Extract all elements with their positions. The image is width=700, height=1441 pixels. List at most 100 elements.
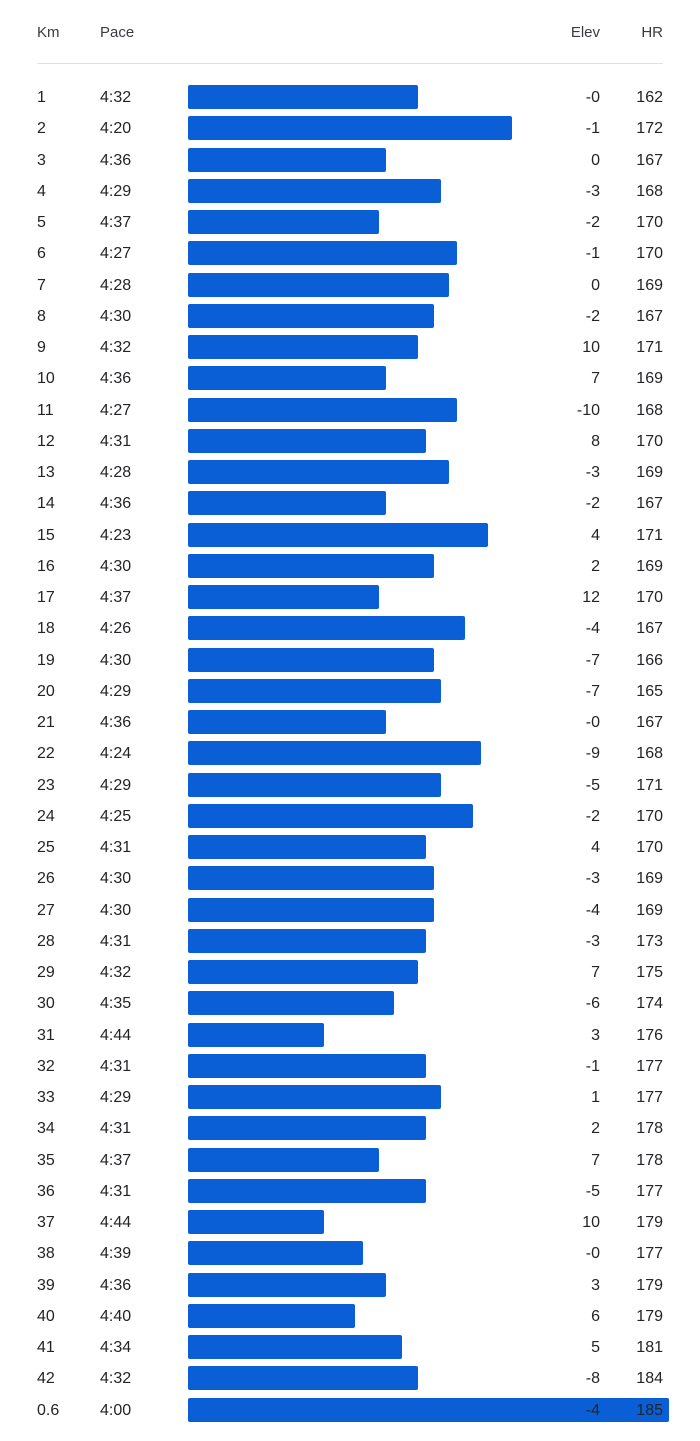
pace-bar-track xyxy=(188,1335,568,1359)
split-hr: 166 xyxy=(636,651,663,669)
pace-bar-track xyxy=(188,241,568,266)
split-km: 35 xyxy=(37,1151,55,1169)
split-pace: 4:37 xyxy=(100,214,132,231)
pace-bar-track xyxy=(188,678,568,703)
split-km: 22 xyxy=(37,745,55,763)
pace-bar xyxy=(188,428,426,453)
pace-bar xyxy=(188,647,434,672)
pace-bar xyxy=(188,585,379,609)
pace-bar xyxy=(188,1335,402,1359)
pace-bar xyxy=(188,335,418,359)
split-km: 9 xyxy=(37,339,46,356)
pace-bar xyxy=(188,1303,355,1328)
split-km: 4 xyxy=(37,182,46,200)
pace-bar xyxy=(188,772,441,797)
split-row: 23 4:29 -5 171 xyxy=(37,770,663,801)
split-hr: 177 xyxy=(636,1089,663,1106)
split-pace: 4:31 xyxy=(100,432,132,450)
split-pace: 4:36 xyxy=(100,495,132,513)
pace-bar xyxy=(188,85,418,109)
split-hr: 175 xyxy=(636,964,663,981)
pace-bar-track xyxy=(188,1053,568,1078)
split-elev: -4 xyxy=(585,901,600,919)
split-elev: 3 xyxy=(591,1026,600,1044)
split-pace: 4:34 xyxy=(100,1339,132,1356)
split-hr: 169 xyxy=(636,557,663,575)
split-km: 41 xyxy=(37,1339,55,1356)
split-row: 18 4:26 -4 167 xyxy=(37,613,663,644)
split-km: 38 xyxy=(37,1245,55,1263)
pace-bar xyxy=(188,397,457,422)
pace-bar-track xyxy=(188,1085,568,1109)
pace-bar-track xyxy=(188,991,568,1016)
split-row: 37 4:44 10 179 xyxy=(37,1207,663,1238)
pace-bar xyxy=(188,272,449,297)
split-pace: 4:27 xyxy=(100,401,132,419)
split-hr: 181 xyxy=(636,1339,663,1356)
split-elev: -2 xyxy=(585,495,600,513)
split-hr: 177 xyxy=(636,1057,663,1075)
split-hr: 179 xyxy=(636,1214,663,1231)
split-hr: 167 xyxy=(636,307,663,325)
split-row: 22 4:24 -9 168 xyxy=(37,738,663,769)
split-row: 1 4:32 -0 162 xyxy=(37,82,663,113)
split-elev: 12 xyxy=(582,589,600,606)
split-hr: 162 xyxy=(636,89,663,106)
pace-bar-track xyxy=(188,1272,568,1297)
pace-bar xyxy=(188,1147,379,1172)
pace-bar-track xyxy=(188,616,568,641)
split-km: 8 xyxy=(37,307,46,325)
split-row: 41 4:34 5 181 xyxy=(37,1332,663,1363)
split-km: 13 xyxy=(37,464,55,481)
split-pace: 4:29 xyxy=(100,776,132,794)
split-elev: 6 xyxy=(591,1307,600,1325)
pace-bar-track xyxy=(188,303,568,328)
km-column-header: Km xyxy=(37,24,60,41)
pace-bar-track xyxy=(188,147,568,172)
split-hr: 169 xyxy=(636,276,663,294)
split-km: 0.6 xyxy=(37,1401,60,1419)
split-pace: 4:40 xyxy=(100,1307,132,1325)
split-row: 25 4:31 4 170 xyxy=(37,832,663,863)
split-pace: 4:28 xyxy=(100,276,132,294)
pace-bar-track xyxy=(188,272,568,297)
pace-bar xyxy=(188,1178,426,1203)
split-hr: 177 xyxy=(636,1245,663,1263)
split-pace: 4:30 xyxy=(100,557,132,575)
split-hr: 167 xyxy=(636,495,663,513)
split-row: 40 4:40 6 179 xyxy=(37,1301,663,1332)
pace-bar-track xyxy=(188,866,568,891)
pace-bar xyxy=(188,366,386,391)
split-elev: -1 xyxy=(585,120,600,138)
split-elev: -2 xyxy=(585,214,600,231)
split-pace: 4:30 xyxy=(100,651,132,669)
split-hr: 169 xyxy=(636,901,663,919)
pace-bar xyxy=(188,803,473,828)
pace-bar xyxy=(188,491,386,516)
split-row: 33 4:29 1 177 xyxy=(37,1082,663,1113)
pace-bar-track xyxy=(188,1178,568,1203)
pace-bar-track xyxy=(188,897,568,922)
pace-bar xyxy=(188,741,481,766)
split-elev: 10 xyxy=(582,1214,600,1231)
split-elev: -2 xyxy=(585,307,600,325)
split-pace: 4:30 xyxy=(100,901,132,919)
split-pace: 4:36 xyxy=(100,370,132,388)
pace-bar-track xyxy=(188,772,568,797)
pace-bar-track xyxy=(188,553,568,578)
split-elev: 2 xyxy=(591,1120,600,1138)
pace-bar xyxy=(188,960,418,984)
split-km: 37 xyxy=(37,1214,55,1231)
split-elev: -4 xyxy=(585,620,600,638)
pace-bar xyxy=(188,1210,324,1234)
split-row: 10 4:36 7 169 xyxy=(37,363,663,394)
split-row: 31 4:44 3 176 xyxy=(37,1020,663,1051)
split-pace: 4:31 xyxy=(100,932,132,950)
split-hr: 170 xyxy=(636,589,663,606)
pace-bar-track xyxy=(188,741,568,766)
splits-rows: 1 4:32 -0 162 2 4:20 -1 172 3 4:36 0 167 4 4:29 -3 168 5… xyxy=(37,82,669,1426)
split-elev: -3 xyxy=(585,464,600,481)
pace-bar xyxy=(188,303,434,328)
split-row: 2 4:20 -1 172 xyxy=(37,113,663,144)
split-row: 28 4:31 -3 173 xyxy=(37,926,663,957)
